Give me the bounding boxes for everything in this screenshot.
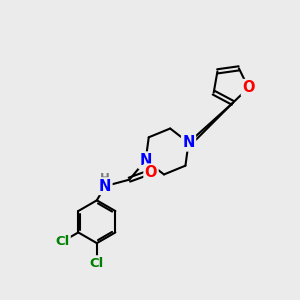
Text: Cl: Cl	[90, 256, 104, 269]
Text: N: N	[140, 153, 152, 168]
Text: Cl: Cl	[55, 235, 70, 248]
Text: N: N	[182, 135, 195, 150]
Text: O: O	[145, 165, 157, 180]
Text: H: H	[100, 172, 110, 185]
Text: O: O	[242, 80, 255, 95]
Text: N: N	[99, 179, 111, 194]
